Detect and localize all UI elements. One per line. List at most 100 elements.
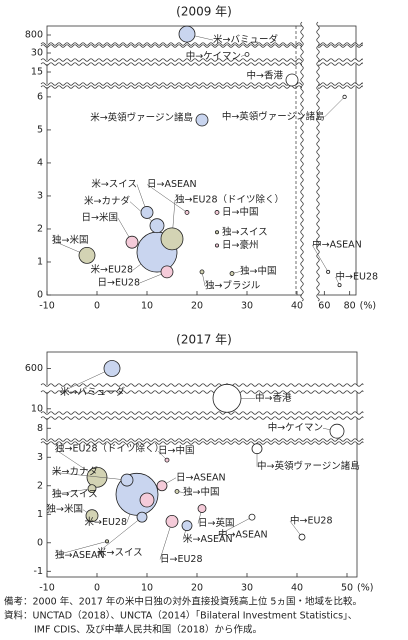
leader-line — [59, 368, 113, 393]
y-tick-label: 3 — [37, 452, 43, 463]
bubble — [103, 360, 121, 377]
axis-break — [40, 438, 364, 442]
point-label: 米→EU28 — [84, 516, 127, 528]
bubble — [342, 94, 347, 100]
plot-frame — [46, 25, 357, 296]
x-tick-label: 0 — [94, 301, 100, 312]
y-tick-label: 10 — [31, 403, 43, 414]
x-tick-label: 30 — [241, 301, 253, 312]
x-tick-label: 60 — [318, 301, 330, 312]
bubble — [181, 520, 193, 532]
point-label: 中→香港 — [255, 392, 292, 404]
x-tick-label: 0 — [94, 583, 100, 594]
axis-break — [40, 411, 364, 415]
y-tick-label: 2 — [37, 480, 43, 491]
bubble — [199, 269, 205, 275]
point-label: 独→中国 — [183, 486, 219, 498]
bubble — [86, 466, 108, 488]
bubble — [165, 515, 179, 528]
point-label: 米→EU28 — [90, 264, 133, 276]
axis-break — [40, 390, 364, 394]
leader-line — [54, 541, 108, 556]
bubble — [164, 457, 170, 463]
y-tick-label: 15 — [31, 67, 43, 78]
bubble — [87, 484, 97, 494]
footer-source: 資料：UNCTAD（2018）、UNCTA（2014）「Bilateral In… — [4, 610, 357, 622]
axis-break — [41, 413, 363, 418]
x-tick-label: 20 — [191, 583, 203, 594]
axis-break — [302, 22, 318, 301]
bubble — [178, 25, 196, 43]
leader-line — [324, 96, 345, 118]
footer-note: 備考：2000 年、2017 年の米中日独の対外直接投資残高上位 5ヵ国・地域を… — [4, 596, 362, 608]
x-tick-label: 10 — [141, 583, 153, 594]
axis-break — [41, 440, 363, 443]
plot-frame — [46, 351, 358, 578]
leader-line — [96, 516, 143, 554]
bubble — [120, 473, 134, 487]
bubble — [229, 271, 235, 276]
axis-break — [300, 21, 304, 302]
bubble — [329, 423, 345, 439]
x-unit: (%) — [360, 301, 376, 312]
point-label: 中→ASEAN — [312, 238, 362, 250]
y-tick-label: 1 — [37, 256, 43, 267]
bubble — [160, 227, 184, 251]
y-tick-label: 2 — [37, 223, 43, 234]
point-label: 独→EU28（ドイツ除く） — [55, 443, 164, 455]
leader-line — [159, 521, 173, 560]
point-label: 中→ケイマン — [268, 422, 323, 434]
point-label: 日→中国 — [158, 445, 194, 457]
point-label: 日→ASEAN — [176, 472, 226, 483]
y-tick-label: 1 — [37, 509, 43, 520]
y-tick-label: 600 — [25, 363, 43, 374]
x-tick-label: 40 — [291, 301, 303, 312]
x-tick-label: -10 — [39, 301, 55, 312]
point-label: 日→英国 — [198, 517, 234, 529]
point-label: 日→ASEAN — [147, 179, 197, 190]
point-label: 独→米国 — [47, 503, 83, 515]
point-label: 独→ブラジル — [205, 279, 261, 291]
y-tick-label: 5 — [37, 124, 43, 135]
bubble — [78, 246, 96, 264]
point-label: 米→ASEAN — [183, 533, 233, 545]
point-label: 米→カナダ — [84, 195, 130, 207]
point-label: 独→中国 — [240, 265, 276, 277]
chart-title: (2017 年) — [176, 333, 232, 347]
y-tick-label: 0 — [37, 290, 43, 301]
bubble — [140, 206, 154, 219]
point-label: 日→米国 — [82, 212, 118, 224]
point-label: 独→EU28（ドイツ除く） — [175, 193, 284, 205]
point-label: 中→英領ヴァージン諸島 — [257, 460, 360, 472]
point-label: 独→ASEAN — [55, 549, 105, 561]
y-tick-label: 8 — [37, 423, 43, 434]
point-label: 中→香港 — [247, 70, 284, 82]
x-tick-label: 20 — [191, 301, 203, 312]
point-label: 日→中国 — [222, 206, 258, 218]
bubble — [214, 230, 219, 235]
bubble — [174, 489, 180, 494]
x-tick-label: 80 — [344, 301, 356, 312]
x-tick-label: 50 — [341, 583, 353, 594]
bubble — [214, 210, 220, 215]
y-tick-label: -1 — [34, 566, 43, 577]
y-tick-label: 3 — [37, 190, 43, 201]
axis-break — [41, 60, 362, 64]
bubble — [285, 73, 299, 87]
x-unit: (%) — [357, 583, 373, 594]
bubble — [85, 509, 99, 523]
point-label: 日→豪州 — [222, 239, 258, 251]
y-tick-label: 4 — [37, 157, 43, 168]
bubble — [105, 539, 110, 544]
bubble — [212, 383, 242, 413]
point-label: 日→EU28 — [160, 554, 203, 565]
leader-line — [146, 184, 188, 213]
leader-line — [217, 516, 253, 536]
bubble — [125, 235, 139, 249]
point-label: 米→英領ヴァージン諸島 — [90, 112, 193, 124]
leader-line — [51, 471, 128, 481]
y-tick-label: 800 — [25, 30, 43, 41]
point-label: 独→スイス — [52, 488, 98, 500]
axis-break — [40, 416, 364, 420]
